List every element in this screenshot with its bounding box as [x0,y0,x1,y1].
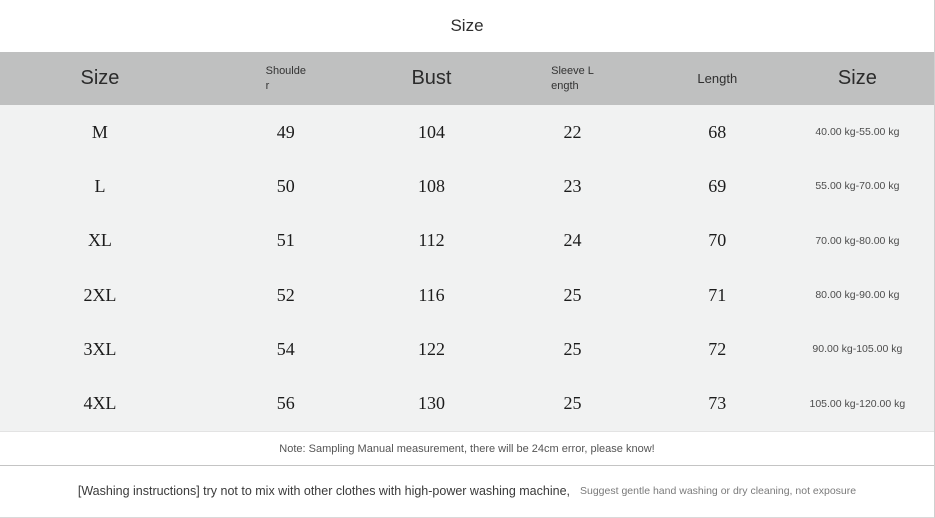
cell-size: 4XL [83,393,117,414]
cell-bust: 116 [418,284,445,305]
cell-size: L [94,175,106,196]
cell-bust: 130 [417,393,445,414]
cell-bust: 108 [417,175,445,196]
header-cell-bust: Bust [411,67,452,89]
cell-length: 72 [708,338,727,359]
washing-instructions-main: [Washing instructions] try not to mix wi… [77,483,570,498]
measurement-note: Note: Sampling Manual measurement, there… [0,431,934,466]
page-title: Size [450,16,484,35]
cell-shoulder: 49 [276,121,295,142]
cell-length: 73 [708,393,727,414]
header-sleeve-length-label: Sleeve L ength [551,65,594,92]
cell-bust: 112 [418,230,445,251]
cell-weight-range: 105.00 kg-120.00 kg [809,397,906,410]
header-cell-sleeve-length: Sleeve L ength [491,64,654,93]
header-cell-length: Length [697,71,738,86]
header-cell-shoulder: Shoulde r [200,64,372,93]
washing-instructions: [Washing instructions] try not to mix wi… [0,466,934,515]
cell-bust: 104 [417,121,445,142]
cell-shoulder: 50 [276,175,295,196]
size-table-header: Size Shoulde r Bust Sleeve L ength Lengt… [0,52,934,105]
cell-sleeve: 23 [563,175,582,196]
cell-sleeve: 24 [563,230,582,251]
cell-sleeve: 22 [563,121,582,142]
cell-weight-range: 80.00 kg-90.00 kg [815,289,900,302]
cell-shoulder: 56 [276,393,295,414]
cell-size: XL [87,230,112,251]
table-row-l: L 50 108 23 69 55.00 kg-70.00 kg [0,159,934,213]
cell-length: 70 [708,230,727,251]
cell-length: 69 [708,175,727,196]
cell-bust: 122 [417,338,445,359]
cell-sleeve: 25 [563,284,582,305]
table-row-4xl: 4XL 56 130 25 73 105.00 kg-120.00 kg [0,377,934,431]
cell-sleeve: 25 [563,338,582,359]
cell-weight-range: 40.00 kg-55.00 kg [815,126,900,139]
table-row-m: M 49 104 22 68 40.00 kg-55.00 kg [0,105,934,159]
cell-weight-range: 70.00 kg-80.00 kg [815,234,900,247]
cell-size: 2XL [83,284,117,305]
cell-shoulder: 52 [276,284,295,305]
cell-shoulder: 54 [276,338,295,359]
cell-length: 71 [708,284,727,305]
cell-sleeve: 25 [563,393,582,414]
header-cell-size-right: Size [837,67,877,89]
cell-shoulder: 51 [276,230,295,251]
washing-instructions-secondary: Suggest gentle hand washing or dry clean… [580,484,857,497]
size-table-body: M 49 104 22 68 40.00 kg-55.00 kg L 50 10… [0,105,934,431]
header-shoulder-label: Shoulde r [265,65,306,92]
table-row-xl: XL 51 112 24 70 70.00 kg-80.00 kg [0,214,934,268]
table-row-2xl: 2XL 52 116 25 71 80.00 kg-90.00 kg [0,268,934,322]
header-cell-size-left: Size [80,67,120,89]
cell-weight-range: 55.00 kg-70.00 kg [815,180,900,193]
cell-length: 68 [708,121,727,142]
cell-size: M [91,121,108,142]
table-row-3xl: 3XL 54 122 25 72 90.00 kg-105.00 kg [0,322,934,376]
cell-weight-range: 90.00 kg-105.00 kg [812,343,903,356]
cell-size: 3XL [83,338,117,359]
